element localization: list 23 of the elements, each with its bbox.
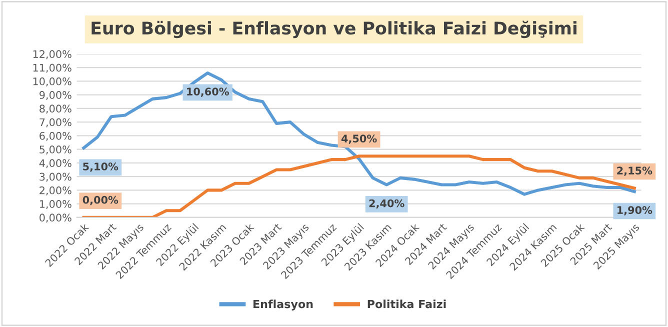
y-tick-label: 3,00% [40,172,72,182]
y-tick-label: 6,00% [40,132,72,141]
y-tick-label: 9,00% [40,91,72,100]
y-tick-label: 4,00% [39,159,72,168]
y-tick-label: 12,00% [33,50,72,60]
y-tick-label: 0,00% [40,214,72,223]
data-label: 1,90% [618,206,652,216]
legend-label: Politika Faizi [368,300,446,308]
y-tick-label: 1,00% [40,200,72,209]
y-tick-label: 8,00% [40,104,72,114]
y-tick-label: 7,00% [40,118,72,128]
y-tick-label: 11,00% [33,64,72,73]
data-label: 0,00% [82,196,118,206]
y-tick-label: 10,00% [33,77,72,86]
data-label: 5,10% [83,162,118,172]
data-label: 10,60% [187,88,229,97]
chart-title: Euro Bölgesi - Enflasyon ve Politika Faizi Değişimi [92,20,576,38]
data-label: 2,15% [617,166,652,176]
y-tick-label: 5,00% [40,146,72,154]
data-label: 2,40% [369,199,404,209]
legend-label: Enflasyon [253,300,313,310]
y-tick-label: 2,00% [40,186,72,196]
data-label: 4,50% [341,134,377,144]
